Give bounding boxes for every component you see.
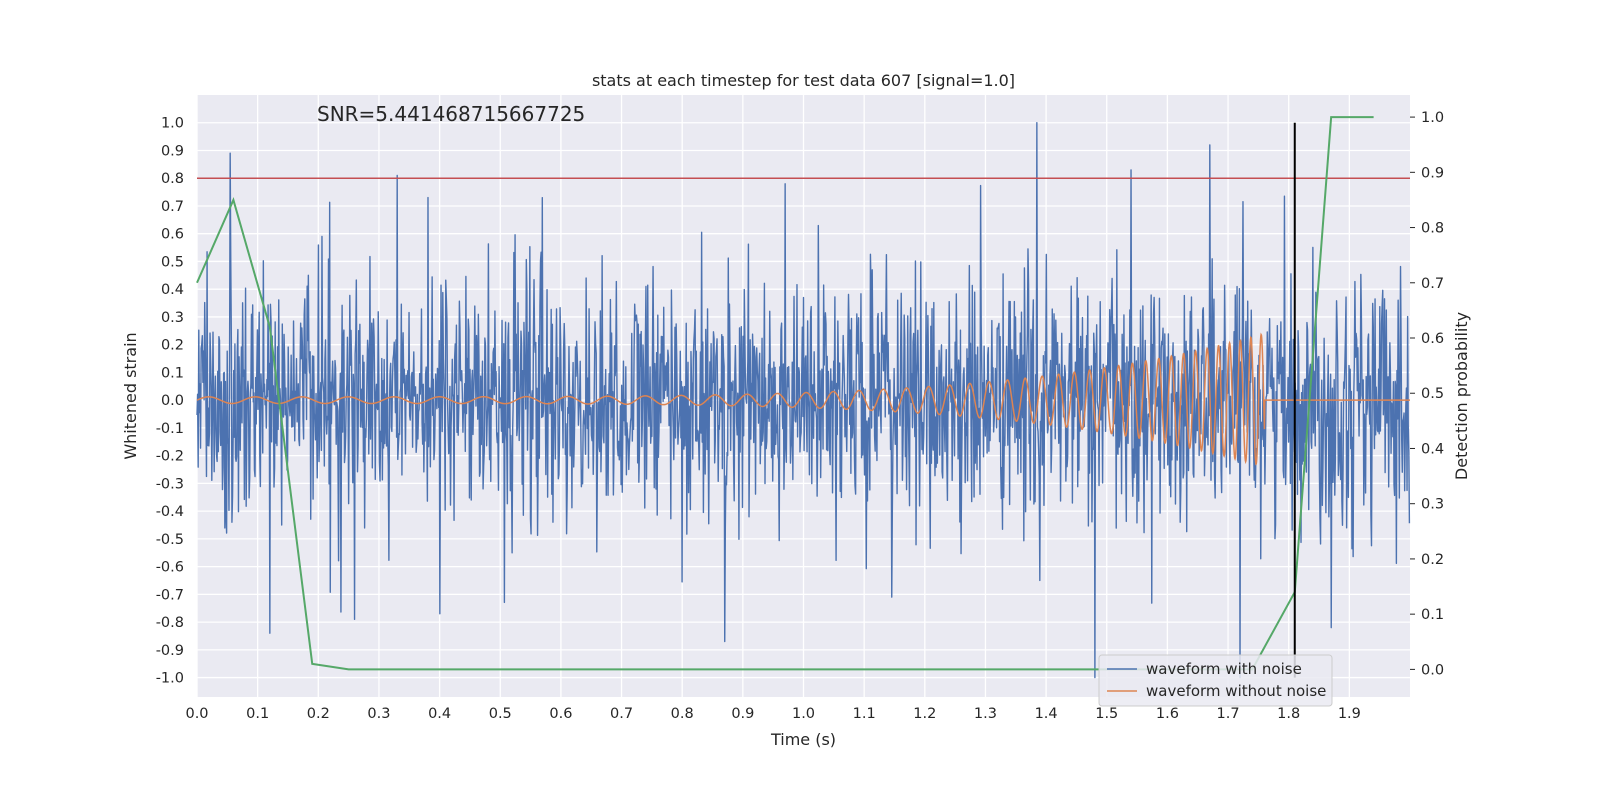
x-tick-label: 1.9 (1338, 706, 1361, 722)
y-tick-label: 0.3 (161, 310, 184, 326)
x-tick-label: 0.9 (731, 706, 754, 722)
y-tick-label: 0.6 (161, 227, 184, 243)
y-tick-label: -0.3 (156, 476, 184, 492)
right-tick-label: 0.8 (1421, 221, 1444, 237)
x-tick-label: 0.2 (307, 706, 330, 722)
legend-entry-clean: waveform without noise (1146, 682, 1326, 700)
right-tick-label: 0.7 (1421, 276, 1444, 292)
x-tick-label: 0.8 (671, 706, 694, 722)
y-tick-label: -0.1 (156, 421, 184, 437)
y-tick-label: 0.7 (161, 199, 184, 215)
y-tick-label: -0.5 (156, 532, 184, 548)
right-tick-label: 0.5 (1421, 386, 1444, 402)
y-tick-label: -0.8 (156, 615, 184, 631)
series-detection-probability (196, 116, 1374, 671)
legend: waveform with noise waveform without noi… (1098, 654, 1333, 707)
y-tick-label: -0.4 (156, 504, 184, 520)
y-tick-label: 0.9 (161, 143, 184, 159)
series-layer (196, 116, 1411, 679)
y-tick-label: 0.1 (161, 365, 184, 381)
right-axis-title: Detection probability (1452, 312, 1471, 480)
right-tick-label: 1.0 (1421, 110, 1444, 126)
right-tick-label: 0.0 (1421, 662, 1444, 678)
series-waveform-without-noise (196, 332, 1410, 466)
legend-entry-noisy: waveform with noise (1146, 660, 1302, 678)
y-axis-title: Whitened strain (121, 332, 140, 459)
y-tick-label: 0.2 (161, 338, 184, 354)
x-tick-label: 1.5 (1095, 706, 1118, 722)
x-tick-label: 1.0 (792, 706, 815, 722)
y-tick-label: -0.7 (156, 587, 184, 603)
x-tick-label: 1.4 (1035, 706, 1058, 722)
right-tick-label: 0.2 (1421, 552, 1444, 568)
chart-title: stats at each timestep for test data 607… (592, 71, 1015, 90)
y-tick-label: 0.0 (161, 393, 184, 409)
right-axis-ticks: 1.0 0.9 0.8 0.7 0.6 0.5 0.4 0.3 0.2 0.1 0.0 (1410, 110, 1444, 678)
x-tick-label: 0.5 (489, 706, 512, 722)
x-tick-label: 1.8 (1277, 706, 1300, 722)
x-tick-label: 1.3 (974, 706, 997, 722)
snr-annotation: SNR=5.441468715667725 (317, 102, 585, 126)
x-tick-label: 0.7 (610, 706, 633, 722)
y-tick-label: 0.8 (161, 171, 184, 187)
x-tick-label: 1.7 (1217, 706, 1240, 722)
right-tick-label: 0.3 (1421, 497, 1444, 513)
legend-box (1098, 654, 1333, 707)
x-axis-title: Time (s) (770, 730, 836, 749)
y-tick-label: 1.0 (161, 116, 184, 132)
y-axis-ticks: 1.0 0.9 0.8 0.7 0.6 0.5 0.4 0.3 0.2 0.1 0.0 -0.1 -0.… (156, 116, 184, 687)
x-tick-label: 1.1 (853, 706, 876, 722)
x-tick-label: 0.1 (246, 706, 269, 722)
right-tick-label: 0.4 (1421, 441, 1444, 457)
y-tick-label: 0.5 (161, 254, 184, 270)
x-tick-label: 0.3 (367, 706, 390, 722)
x-axis-ticks: 0.0 0.1 0.2 0.3 0.4 0.5 0.6 0.7 0.8 0.9 1.0 1.1 1.2 1… (185, 706, 1360, 722)
x-tick-label: 0.0 (185, 706, 208, 722)
x-tick-label: 0.4 (428, 706, 451, 722)
y-tick-label: -1.0 (156, 671, 184, 687)
x-tick-label: 0.6 (549, 706, 572, 722)
right-tick-label: 0.6 (1421, 331, 1444, 347)
series-waveform-with-noise (196, 122, 1411, 679)
y-tick-label: 0.4 (161, 282, 184, 298)
x-tick-label: 1.6 (1156, 706, 1179, 722)
y-tick-label: -0.9 (156, 643, 184, 659)
x-tick-label: 1.2 (913, 706, 936, 722)
right-tick-label: 0.1 (1421, 607, 1444, 623)
right-tick-label: 0.9 (1421, 165, 1444, 181)
y-tick-label: -0.6 (156, 560, 184, 576)
y-tick-label: -0.2 (156, 449, 184, 465)
